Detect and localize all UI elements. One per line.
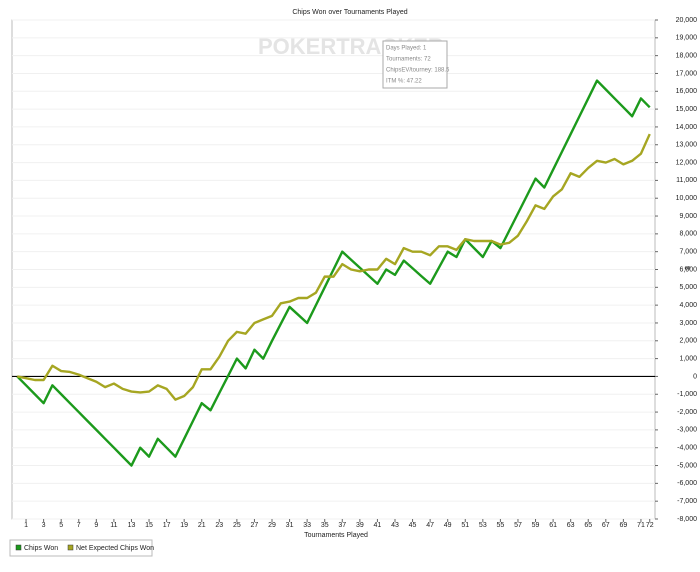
tooltip-text: Days Played: 1 bbox=[386, 46, 427, 52]
legend-label: Chips Won bbox=[24, 545, 58, 552]
y-tick-label: 2,000 bbox=[679, 338, 697, 345]
y-tick-label: 16,000 bbox=[676, 88, 698, 95]
y-tick-label: -4,000 bbox=[677, 445, 697, 452]
x-tick-label: 65 bbox=[584, 522, 592, 529]
x-tick-label: 41 bbox=[374, 522, 382, 529]
x-tick-label: 37 bbox=[338, 522, 346, 529]
tooltip-text: Tournaments: 72 bbox=[386, 57, 431, 63]
legend-box bbox=[9, 539, 153, 557]
y-tick-label: 4,000 bbox=[679, 302, 697, 309]
legend-swatch bbox=[15, 544, 22, 551]
y-tick-label: 11,000 bbox=[676, 177, 697, 184]
x-tick-label: 63 bbox=[567, 522, 575, 529]
x-tick-label: 57 bbox=[514, 522, 522, 529]
y-tick-label: 18,000 bbox=[676, 52, 698, 59]
y-tick-label: 10,000 bbox=[676, 195, 698, 202]
y-tick-label: 1,000 bbox=[679, 355, 697, 362]
legend-label: Net Expected Chips Won bbox=[76, 545, 154, 552]
x-tick-label: 15 bbox=[145, 522, 153, 529]
x-tick-label: 3 bbox=[42, 522, 46, 529]
x-tick-label: 39 bbox=[356, 522, 364, 529]
x-tick-label: 21 bbox=[198, 522, 206, 529]
x-tick-label: 72 bbox=[646, 522, 654, 529]
x-tick-label: 9 bbox=[94, 522, 98, 529]
tooltip-text: ITM %: 47.22 bbox=[386, 79, 422, 85]
x-tick-label: 53 bbox=[479, 522, 487, 529]
x-tick-label: 7 bbox=[77, 522, 81, 529]
y-tick-label: 13,000 bbox=[676, 142, 698, 149]
y-tick-label: 14,000 bbox=[676, 124, 698, 131]
y-tick-label: -6,000 bbox=[677, 480, 697, 487]
tooltip-text: ChipsEV/tourney: 188.5 bbox=[386, 68, 450, 74]
x-tick-label: 69 bbox=[619, 522, 627, 529]
y-tick-label: 3,000 bbox=[679, 320, 697, 327]
x-tick-label: 27 bbox=[251, 522, 259, 529]
x-tick-label: 67 bbox=[602, 522, 610, 529]
x-tick-label: 49 bbox=[444, 522, 452, 529]
x-tick-label: 59 bbox=[532, 522, 540, 529]
x-tick-label: 29 bbox=[268, 522, 276, 529]
x-tick-label: 19 bbox=[180, 522, 188, 529]
y-tick-label: 0 bbox=[693, 373, 697, 380]
x-tick-label: 1 bbox=[24, 522, 28, 529]
y-tick-label: 8,000 bbox=[679, 231, 697, 238]
x-tick-label: 43 bbox=[391, 522, 399, 529]
x-tick-label: 23 bbox=[215, 522, 223, 529]
y-tick-label: 19,000 bbox=[676, 35, 698, 42]
y-axis-title: $ bbox=[683, 266, 690, 270]
series-line bbox=[17, 133, 651, 401]
y-tick-label: -3,000 bbox=[677, 427, 697, 434]
x-tick-label: 17 bbox=[163, 522, 171, 529]
x-tick-label: 71 bbox=[637, 522, 645, 529]
y-tick-label: -8,000 bbox=[677, 516, 697, 523]
x-tick-label: 5 bbox=[59, 522, 63, 529]
x-tick-label: 55 bbox=[497, 522, 505, 529]
x-tick-label: 25 bbox=[233, 522, 241, 529]
x-tick-label: 35 bbox=[321, 522, 329, 529]
x-tick-label: 51 bbox=[461, 522, 469, 529]
y-tick-label: 20,000 bbox=[676, 17, 698, 24]
series-line bbox=[16, 79, 651, 467]
y-tick-label: 6,000 bbox=[679, 266, 697, 273]
y-tick-label: 15,000 bbox=[676, 106, 698, 113]
y-tick-label: -1,000 bbox=[677, 391, 697, 398]
y-tick-label: 5,000 bbox=[679, 284, 697, 291]
y-tick-label: 17,000 bbox=[676, 70, 698, 77]
y-tick-label: -7,000 bbox=[677, 498, 697, 505]
y-tick-label: 9,000 bbox=[679, 213, 697, 220]
chart-title: Chips Won over Tournaments Played bbox=[292, 9, 407, 16]
tooltip-box bbox=[382, 40, 448, 89]
x-tick-label: 13 bbox=[128, 522, 136, 529]
x-axis-title: Tournaments Played bbox=[304, 532, 368, 539]
y-tick-label: -5,000 bbox=[677, 462, 697, 469]
legend-swatch bbox=[67, 544, 74, 551]
x-tick-label: 61 bbox=[549, 522, 557, 529]
x-tick-label: 33 bbox=[303, 522, 311, 529]
x-tick-label: 11 bbox=[110, 522, 117, 529]
x-tick-label: 47 bbox=[426, 522, 434, 529]
y-tick-label: 12,000 bbox=[676, 159, 698, 166]
x-tick-label: 31 bbox=[286, 522, 294, 529]
x-tick-label: 45 bbox=[409, 522, 417, 529]
y-tick-label: 7,000 bbox=[679, 249, 697, 256]
y-tick-label: -2,000 bbox=[677, 409, 697, 416]
